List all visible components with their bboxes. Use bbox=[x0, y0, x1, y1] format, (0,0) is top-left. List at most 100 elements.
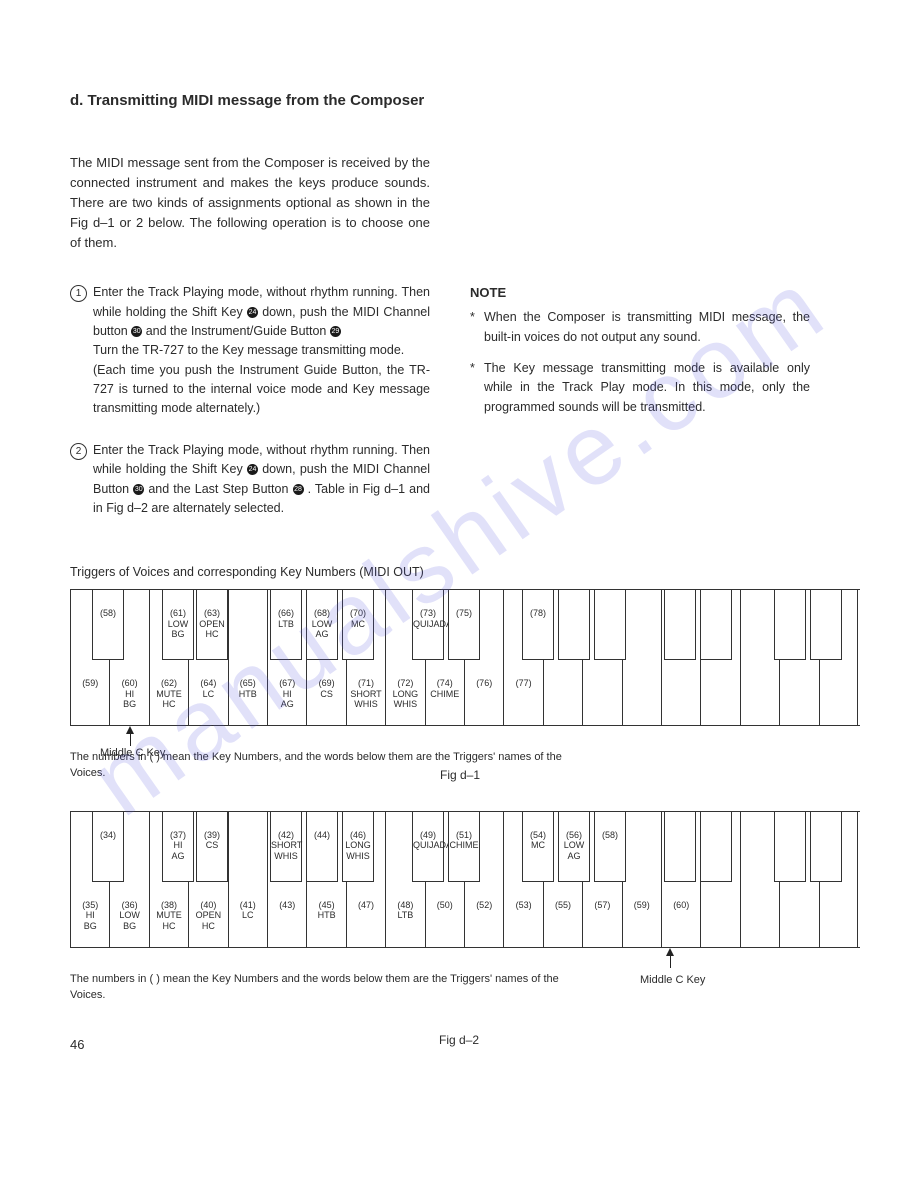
right-column: NOTE * When the Composer is transmitting… bbox=[470, 283, 810, 540]
marker-icon: 24 bbox=[247, 464, 258, 475]
key-label: (49)QUIJADA bbox=[413, 830, 443, 851]
asterisk-icon: * bbox=[470, 359, 484, 417]
black-key bbox=[700, 590, 732, 660]
key-label: (76) bbox=[465, 678, 503, 688]
key-label: (52) bbox=[465, 900, 503, 910]
key-label: (54)MC bbox=[523, 830, 553, 851]
key-label: (62)MUTEHC bbox=[150, 678, 188, 709]
black-key: (73)QUIJADA bbox=[412, 590, 444, 660]
black-key bbox=[810, 812, 842, 882]
key-label: (68)LOWAG bbox=[307, 608, 337, 639]
asterisk-icon: * bbox=[470, 308, 484, 347]
note-item-2: * The Key message transmitting mode is a… bbox=[470, 359, 810, 417]
black-key bbox=[700, 812, 732, 882]
key-label: (74)CHIME bbox=[426, 678, 464, 699]
black-key: (49)QUIJADA bbox=[412, 812, 444, 882]
key-label: (34) bbox=[93, 830, 123, 840]
key-label: (39)CS bbox=[197, 830, 227, 851]
black-key: (42)SHORTWHIS bbox=[270, 812, 302, 882]
key-label: (75) bbox=[449, 608, 479, 618]
section-heading: d. Transmitting MIDI message from the Co… bbox=[70, 90, 430, 113]
step-2: 2 Enter the Track Playing mode, without … bbox=[70, 441, 430, 519]
black-key: (63)OPENHC bbox=[196, 590, 228, 660]
black-key: (56)LOWAG bbox=[558, 812, 590, 882]
step-1: 1 Enter the Track Playing mode, without … bbox=[70, 283, 430, 419]
black-key bbox=[774, 590, 806, 660]
figure-label-1: Fig d–1 bbox=[440, 768, 480, 782]
step1-p2: Turn the TR-727 to the Key message trans… bbox=[93, 341, 430, 360]
key-label: (55) bbox=[544, 900, 582, 910]
key-label: (56)LOWAG bbox=[559, 830, 589, 861]
arrow-stem bbox=[130, 734, 131, 746]
keyboard-2: (35)HIBG(36)LOWBG(38)MUTEHC(40)OPENHC(41… bbox=[70, 812, 860, 948]
step1-t3: and the Instrument/Guide Button bbox=[142, 324, 330, 338]
black-key: (58) bbox=[594, 812, 626, 882]
step-2-body: Enter the Track Playing mode, without rh… bbox=[93, 441, 430, 519]
keyboard-1: (59)(60)HIBG(62)MUTEHC(64)LC(65)HTB(67)H… bbox=[70, 590, 860, 726]
key-label: (57) bbox=[583, 900, 621, 910]
key-label: (38)MUTEHC bbox=[150, 900, 188, 931]
note-title: NOTE bbox=[470, 283, 810, 303]
step2-t3: and the Last Step Button bbox=[144, 482, 292, 496]
black-key: (68)LOWAG bbox=[306, 590, 338, 660]
key-label: (50) bbox=[426, 900, 464, 910]
key-label: (73)QUIJADA bbox=[413, 608, 443, 629]
step-1-body: Enter the Track Playing mode, without rh… bbox=[93, 283, 430, 419]
white-key bbox=[622, 590, 661, 725]
black-key bbox=[594, 590, 626, 660]
arrow-stem bbox=[670, 956, 671, 968]
key-label: (72)LONGWHIS bbox=[386, 678, 424, 709]
arrow-up-icon bbox=[126, 726, 134, 734]
triggers-title: Triggers of Voices and corresponding Key… bbox=[70, 565, 848, 579]
caption-1: The numbers in ( ) mean the Key Numbers,… bbox=[70, 750, 570, 781]
key-label: (58) bbox=[595, 830, 625, 840]
key-label: (46)LONGWHIS bbox=[343, 830, 373, 861]
black-key: (70)MC bbox=[342, 590, 374, 660]
key-label: (61)LOWBG bbox=[163, 608, 193, 639]
key-label: (42)SHORTWHIS bbox=[271, 830, 301, 861]
step1-p3: (Each time you push the Instrument Guide… bbox=[93, 361, 430, 419]
white-key: (41)LC bbox=[228, 812, 267, 947]
black-key: (44) bbox=[306, 812, 338, 882]
key-label: (70)MC bbox=[343, 608, 373, 629]
marker-icon: 30 bbox=[133, 484, 144, 495]
marker-icon: 24 bbox=[247, 307, 258, 318]
black-key bbox=[810, 590, 842, 660]
key-label: (63)OPENHC bbox=[197, 608, 227, 639]
left-column: 1 Enter the Track Playing mode, without … bbox=[70, 283, 430, 540]
key-label: (51)CHIME bbox=[449, 830, 479, 851]
marker-icon: 29 bbox=[330, 326, 341, 337]
black-key bbox=[664, 812, 696, 882]
black-key: (34) bbox=[92, 812, 124, 882]
key-label: (71)SHORTWHIS bbox=[347, 678, 385, 709]
figure-label-2: Fig d–2 bbox=[70, 1033, 848, 1047]
page: manualshive.com d. Transmitting MIDI mes… bbox=[0, 0, 918, 1087]
key-label: (78) bbox=[523, 608, 553, 618]
key-label: (58) bbox=[93, 608, 123, 618]
key-label: (45)HTB bbox=[307, 900, 345, 921]
key-label: (64)LC bbox=[189, 678, 227, 699]
black-key bbox=[664, 590, 696, 660]
black-key: (58) bbox=[92, 590, 124, 660]
heading-title: Transmitting MIDI message from the Compo… bbox=[88, 92, 425, 109]
marker-icon: 30 bbox=[131, 326, 142, 337]
step-number-2: 2 bbox=[70, 443, 87, 460]
black-key: (78) bbox=[522, 590, 554, 660]
black-key: (37)HIAG bbox=[162, 812, 194, 882]
key-label: (53) bbox=[504, 900, 542, 910]
black-key: (51)CHIME bbox=[448, 812, 480, 882]
note-text-1: When the Composer is transmitting MIDI m… bbox=[484, 308, 810, 347]
middle-c-label-2b: Middle C Key bbox=[640, 974, 705, 986]
white-key: (65)HTB bbox=[228, 590, 267, 725]
two-column: 1 Enter the Track Playing mode, without … bbox=[70, 283, 848, 540]
note-item-1: * When the Composer is transmitting MIDI… bbox=[470, 308, 810, 347]
key-label: (60)HIBG bbox=[110, 678, 148, 709]
arrow-up-icon bbox=[666, 948, 674, 956]
key-label: (37)HIAG bbox=[163, 830, 193, 861]
black-key: (46)LONGWHIS bbox=[342, 812, 374, 882]
key-label: (77) bbox=[504, 678, 542, 688]
keyboard-figure-2: (35)HIBG(36)LOWBG(38)MUTEHC(40)OPENHC(41… bbox=[70, 811, 860, 948]
key-label: (44) bbox=[307, 830, 337, 840]
key-label: (36)LOWBG bbox=[110, 900, 148, 931]
key-label: (41)LC bbox=[229, 900, 267, 921]
